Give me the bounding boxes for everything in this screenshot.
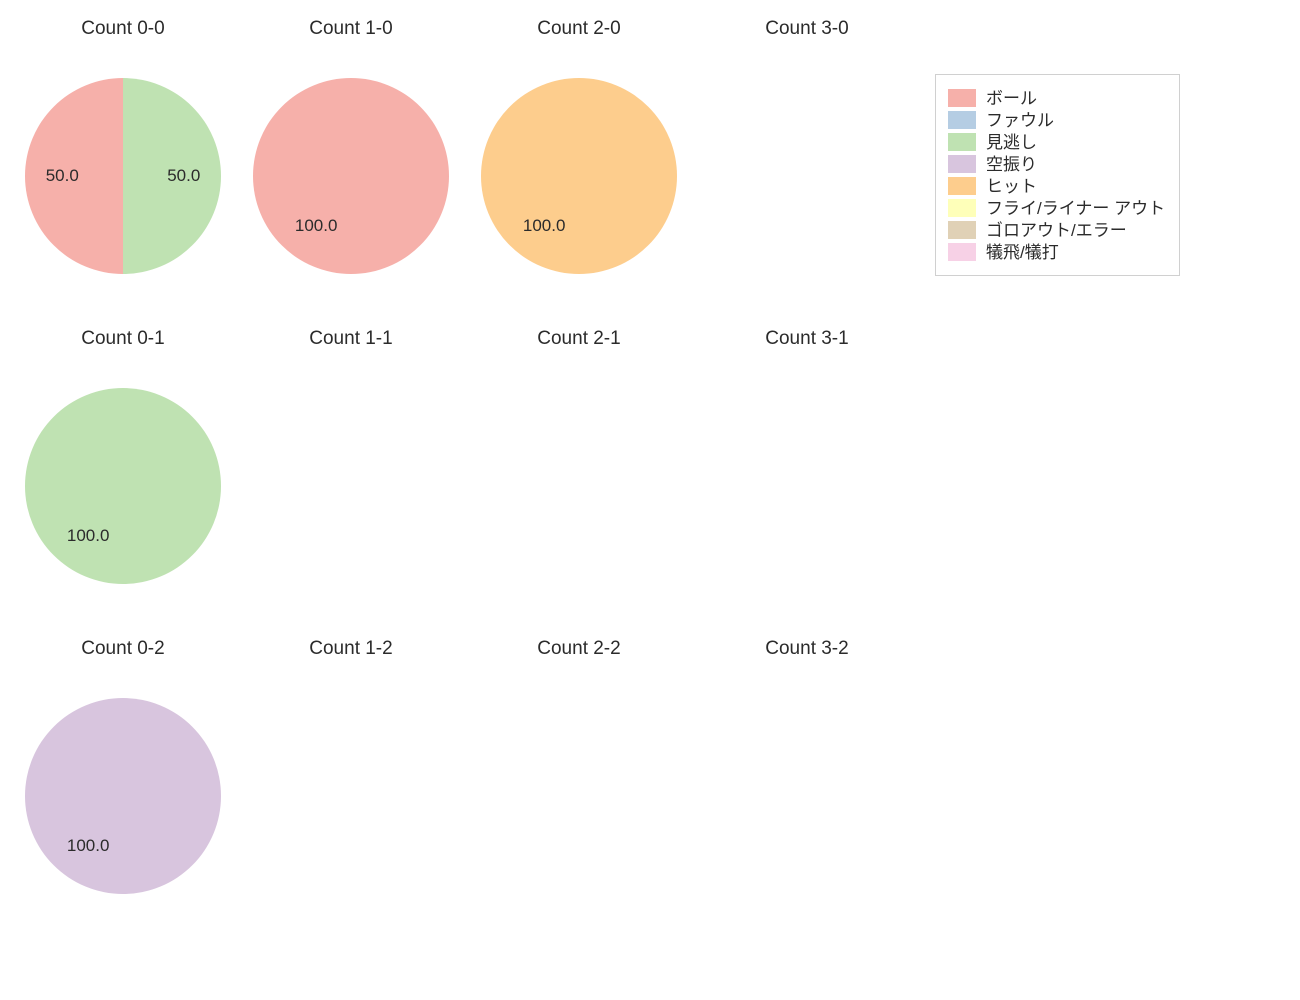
- panel-title: Count 2-2: [479, 638, 679, 660]
- legend-swatch: [948, 133, 976, 151]
- pie-slice-label: 100.0: [523, 216, 566, 236]
- legend-swatch: [948, 199, 976, 217]
- legend-swatch: [948, 177, 976, 195]
- panel-title: Count 1-0: [251, 18, 451, 40]
- pie-slice-label: 50.0: [46, 166, 79, 186]
- legend-label: ゴロアウト/エラー: [986, 222, 1127, 239]
- pie-slice: [25, 698, 221, 894]
- legend-label: ヒット: [986, 178, 1037, 195]
- legend-label: フライ/ライナー アウト: [986, 200, 1165, 217]
- legend-item: ボール: [948, 89, 1165, 107]
- legend-item: フライ/ライナー アウト: [948, 199, 1165, 217]
- panel-title: Count 2-0: [479, 18, 679, 40]
- legend-item: 犠飛/犠打: [948, 243, 1165, 261]
- pie-slice: [253, 78, 449, 274]
- legend-swatch: [948, 221, 976, 239]
- legend-label: ファウル: [986, 112, 1054, 129]
- panel-title: Count 1-2: [251, 638, 451, 660]
- panel-title: Count 2-1: [479, 328, 679, 350]
- pie-slice: [25, 388, 221, 584]
- pie-chart: 100.0: [25, 388, 221, 584]
- panel-title: Count 1-1: [251, 328, 451, 350]
- chart-canvas: Count 0-0 50.0 50.0 Count 1-0 100.0 Count 2-0…: [0, 0, 1300, 1000]
- legend-label: 空振り: [986, 156, 1037, 173]
- legend-swatch: [948, 155, 976, 173]
- panel-title: Count 0-1: [23, 328, 223, 350]
- legend-item: ファウル: [948, 111, 1165, 129]
- pie-slice-label: 100.0: [67, 526, 110, 546]
- pie-chart: 100.0: [253, 78, 449, 274]
- legend-item: 空振り: [948, 155, 1165, 173]
- pie-chart: 100.0: [25, 698, 221, 894]
- pie-slice-label: 50.0: [167, 166, 200, 186]
- panel-title: Count 3-2: [707, 638, 907, 660]
- legend: ボールファウル見逃し空振りヒットフライ/ライナー アウトゴロアウト/エラー犠飛/…: [935, 74, 1180, 276]
- legend-swatch: [948, 111, 976, 129]
- pie-slice: [481, 78, 677, 274]
- legend-item: 見逃し: [948, 133, 1165, 151]
- legend-label: 犠飛/犠打: [986, 244, 1059, 261]
- pie-slice-label: 100.0: [67, 836, 110, 856]
- legend-label: 見逃し: [986, 134, 1037, 151]
- panel-title: Count 0-0: [23, 18, 223, 40]
- panel-title: Count 3-0: [707, 18, 907, 40]
- legend-swatch: [948, 89, 976, 107]
- panel-title: Count 3-1: [707, 328, 907, 350]
- pie-chart: 50.0 50.0: [25, 78, 221, 274]
- pie-chart: 100.0: [481, 78, 677, 274]
- panel-title: Count 0-2: [23, 638, 223, 660]
- legend-item: ヒット: [948, 177, 1165, 195]
- legend-item: ゴロアウト/エラー: [948, 221, 1165, 239]
- pie-slice-label: 100.0: [295, 216, 338, 236]
- legend-swatch: [948, 243, 976, 261]
- legend-label: ボール: [986, 90, 1037, 107]
